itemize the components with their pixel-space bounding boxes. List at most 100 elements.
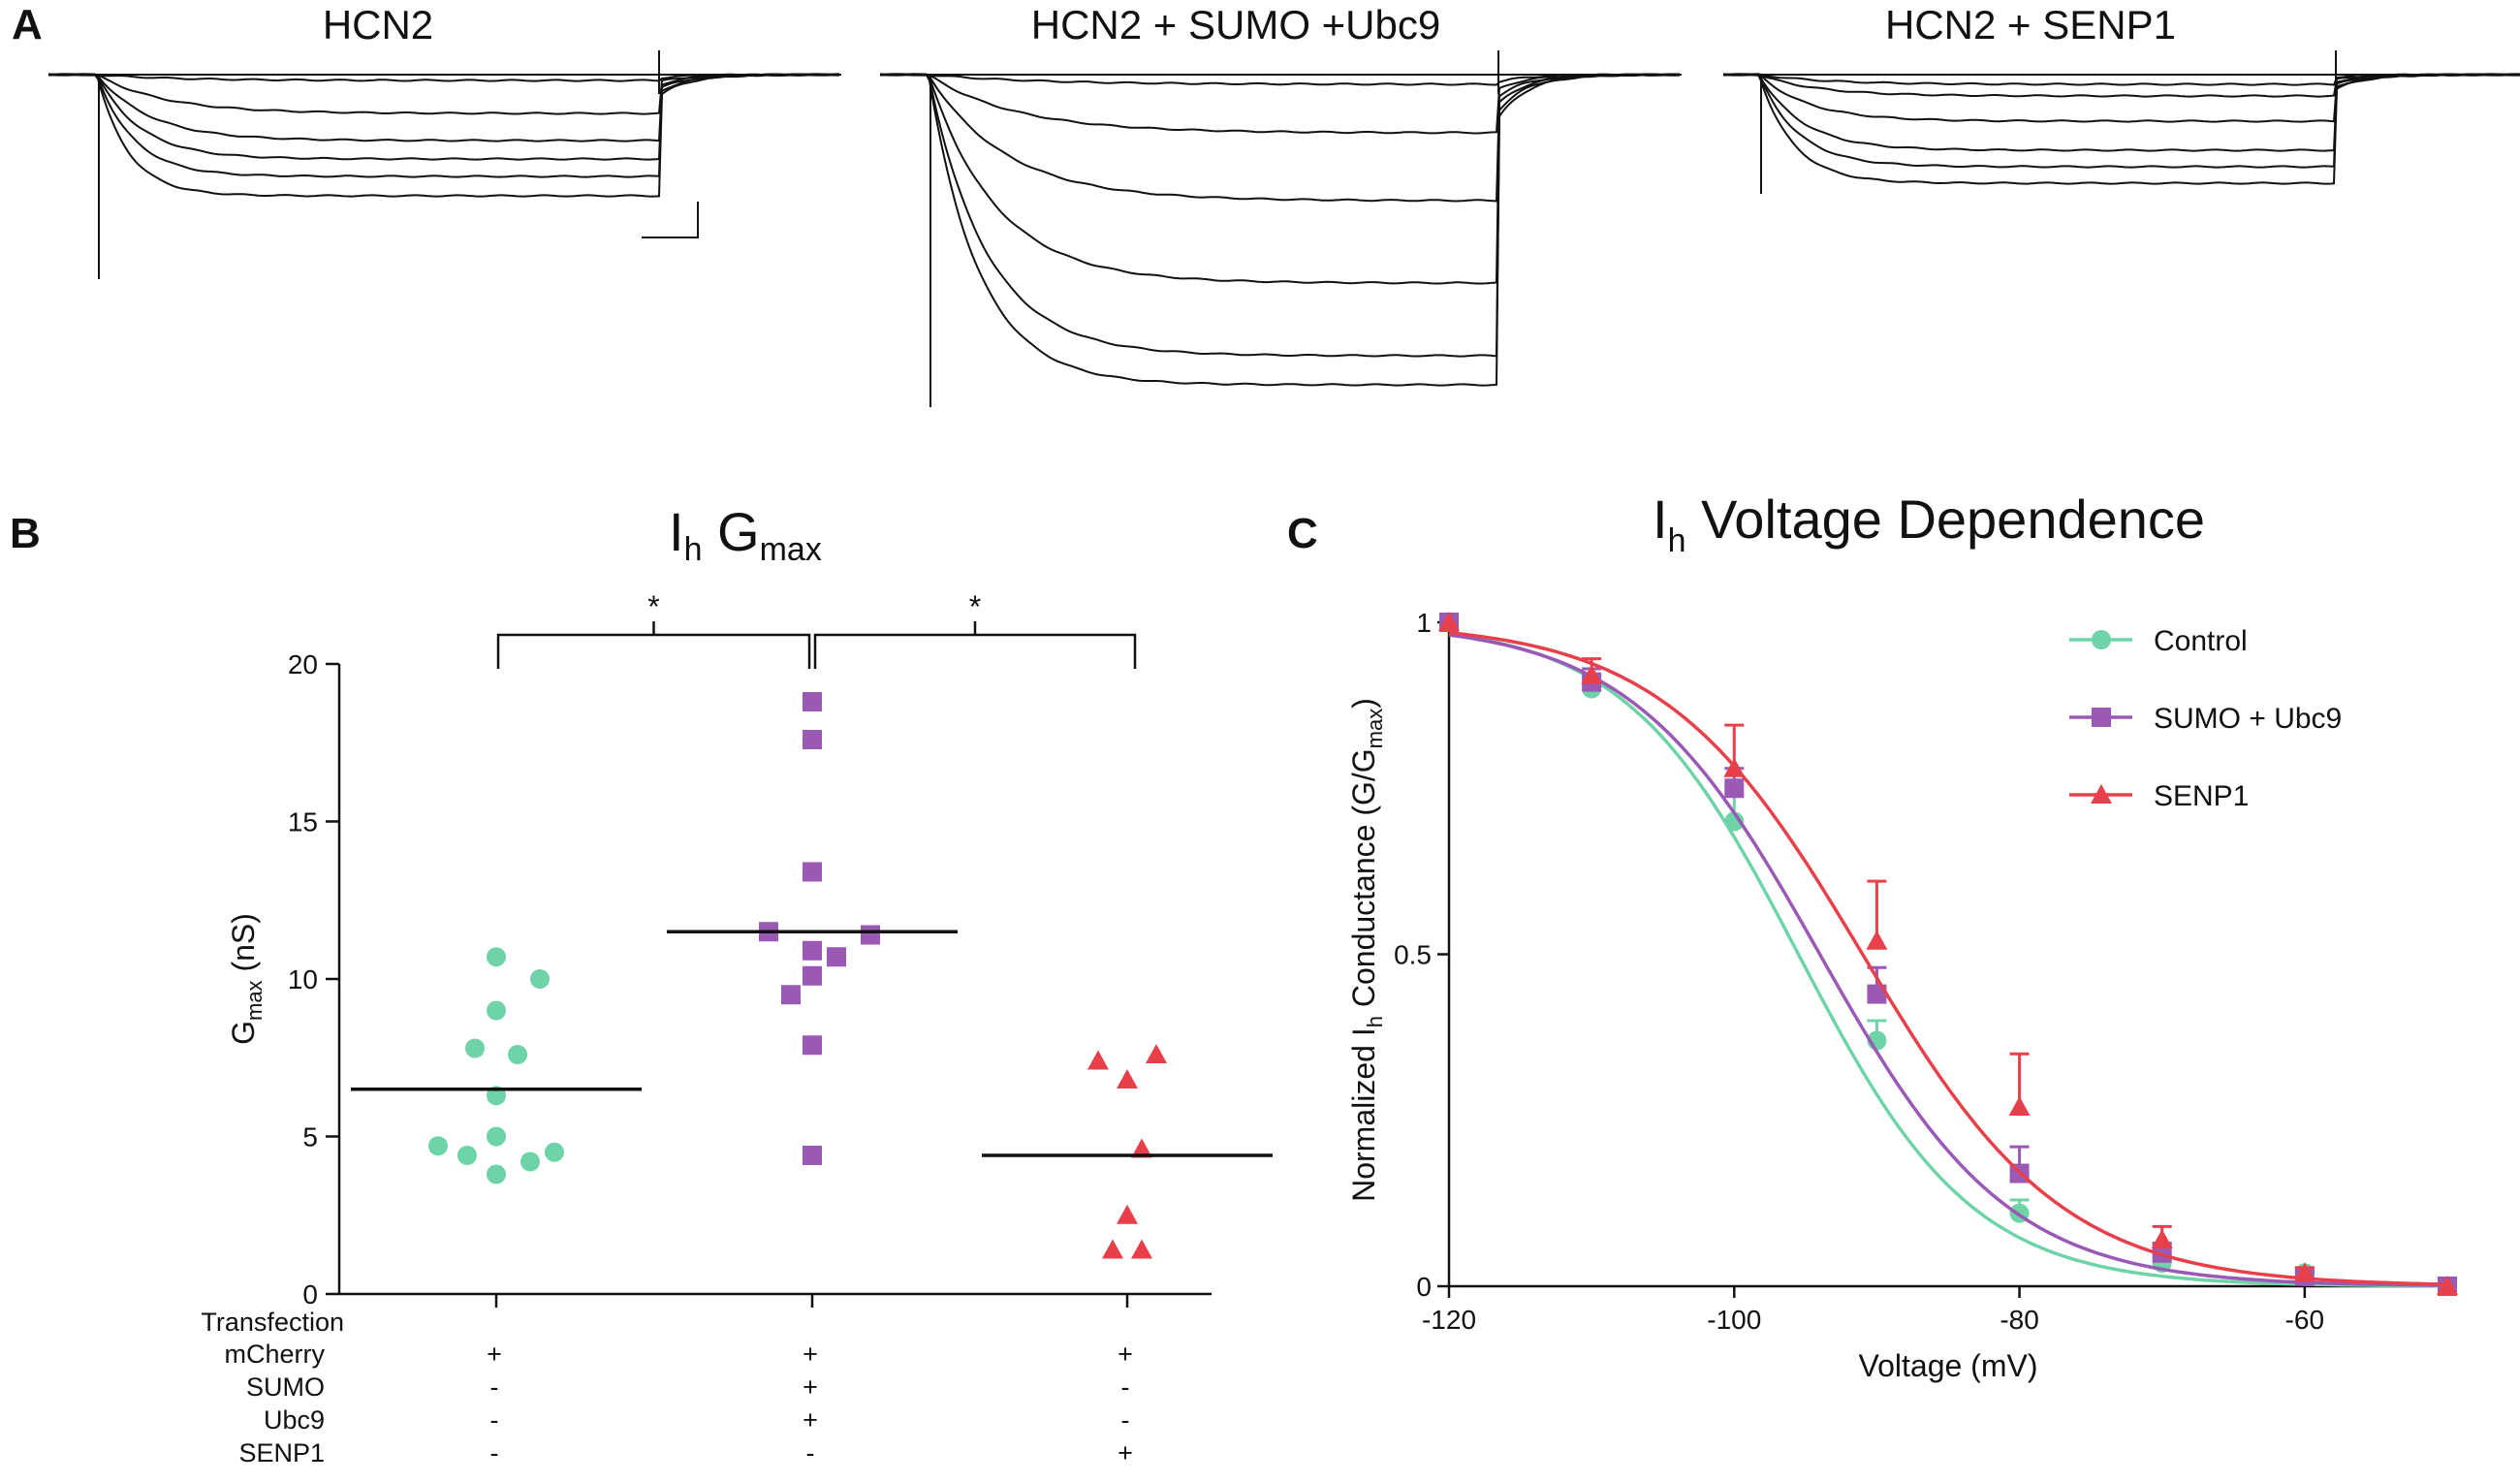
gmax-point-0-11 (487, 1164, 506, 1184)
transfection-mark: + (803, 1340, 818, 1369)
gmax-point-1-0 (803, 692, 822, 711)
gmax-point-0-2 (487, 1000, 506, 1021)
transfection-mark: - (1121, 1405, 1130, 1435)
voltage-x-tick-label: -100 (1707, 1305, 1761, 1335)
panel-label-c: C (1287, 510, 1318, 557)
trace-title-senp1: HCN2 + SENP1 (1885, 2, 2176, 47)
transfection-mark: + (487, 1340, 502, 1369)
legend-marker-0 (2092, 630, 2111, 649)
transfection-mark: - (490, 1373, 499, 1402)
voltage-x-tick-label: -80 (2000, 1305, 2038, 1335)
voltage-chart-title: Ih Voltage Dependence (1653, 489, 2205, 559)
gmax-y-tick-label: 0 (302, 1279, 318, 1309)
gmax-y-tick-label: 15 (288, 807, 318, 837)
data-point-0-2 (1724, 811, 1745, 832)
transfection-mark: + (1118, 1340, 1133, 1369)
gmax-point-1-7 (803, 965, 822, 986)
sumo-sweep-2 (879, 73, 1681, 203)
data-point-2-0 (1438, 612, 1460, 631)
data-point-2-5 (2151, 1229, 2173, 1249)
voltage-x-tick-label: -60 (2285, 1305, 2324, 1335)
significance-star-0: * (647, 589, 659, 624)
sumo-sweep-5 (879, 73, 1680, 387)
hcn2-sweep-2 (47, 73, 840, 142)
voltage-plot-area: 0 0.5 1 -120 -100 -80 -60 (1394, 608, 2458, 1335)
transfection-mark: + (803, 1373, 818, 1402)
gmax-point-0-1 (530, 969, 550, 989)
gmax-point-1-5 (827, 947, 846, 967)
senp1-sweep-5 (1722, 73, 2520, 185)
fit-curve-1 (1448, 633, 2447, 1287)
gmax-point-2-2 (1117, 1069, 1138, 1089)
legend-label-0: Control (2154, 625, 2248, 657)
gmax-point-2-0 (1087, 1050, 1109, 1070)
gmax-point-0-4 (508, 1045, 527, 1064)
gmax-point-1-2 (803, 862, 822, 882)
gmax-point-1-6 (803, 940, 822, 961)
transfection-row-label: SUMO (246, 1373, 325, 1402)
fit-curve-2 (1448, 630, 2448, 1286)
gmax-y-tick-label: 5 (302, 1122, 318, 1152)
hcn2-sweep-5 (47, 73, 840, 198)
gmax-chart-title: Ih Gmax (669, 501, 822, 568)
legend-marker-1 (2092, 708, 2111, 727)
gmax-point-2-4 (1117, 1204, 1138, 1224)
voltage-y-axis-label: Normalized Ih Conductance (G/Gmax) (1346, 698, 1387, 1202)
transfection-header: Transfection (201, 1308, 344, 1337)
significance-bracket-0 (496, 633, 811, 669)
legend-marker-2 (2091, 784, 2112, 804)
gmax-point-1-4 (861, 925, 880, 945)
transfection-mark: - (490, 1438, 499, 1467)
transfection-mark: - (490, 1405, 499, 1435)
voltage-y-tick-label: 0.5 (1394, 940, 1432, 970)
gmax-point-2-1 (1146, 1044, 1167, 1063)
gmax-point-0-8 (457, 1146, 477, 1165)
transfection-table: mCherry + + + SUMO - + - Ubc9 - + - SENP1 - - + (224, 1340, 1132, 1467)
transfection-row-label: SENP1 (238, 1438, 325, 1467)
panel-label-b: B (10, 510, 41, 557)
gmax-point-0-9 (520, 1152, 540, 1172)
significance-star-1: * (969, 589, 981, 624)
significance-bracket-1 (813, 633, 1137, 669)
voltage-x-tick-label: -120 (1422, 1305, 1476, 1335)
transfection-mark: - (806, 1438, 815, 1467)
data-point-2-4 (2008, 1096, 2031, 1117)
sumo-sweep-1 (879, 73, 1681, 135)
gmax-point-2-5 (1102, 1239, 1123, 1259)
gmax-point-2-3 (1131, 1138, 1152, 1158)
gmax-point-2-6 (1131, 1239, 1152, 1259)
data-point-2-7 (2437, 1276, 2458, 1295)
gmax-point-0-6 (487, 1126, 506, 1147)
voltage-legend: Control SUMO + Ubc9 SENP1 (2069, 625, 2342, 812)
trace-title-sumo: HCN2 + SUMO +Ubc9 (1031, 2, 1440, 47)
scale-bar (642, 202, 699, 238)
gmax-point-0-7 (428, 1136, 448, 1156)
gmax-point-1-9 (803, 1035, 822, 1056)
voltage-y-tick-label: 0 (1416, 1272, 1432, 1302)
trace-title-hcn2: HCN2 (323, 2, 433, 47)
gmax-point-1-10 (803, 1146, 822, 1165)
voltage-x-axis-label: Voltage (mV) (1859, 1348, 2038, 1383)
transfection-row-label: mCherry (224, 1340, 325, 1369)
data-point-2-1 (1581, 664, 1603, 684)
gmax-y-tick-label: 10 (288, 964, 318, 994)
gmax-y-tick-label: 20 (288, 649, 318, 679)
hcn2-sweep-3 (47, 73, 840, 161)
sumo-sweep-3 (879, 73, 1681, 285)
data-point-2-3 (1866, 930, 1888, 950)
hcn2-sweep-4 (47, 73, 840, 178)
transfection-mark: + (1118, 1438, 1133, 1467)
transfection-mark: + (803, 1405, 818, 1435)
transfection-row-label: Ubc9 (264, 1405, 325, 1435)
data-point-1-2 (1724, 778, 1745, 799)
data-point-1-3 (1867, 984, 1887, 1004)
transfection-mark: - (1121, 1373, 1130, 1402)
sumo-sweep-4 (879, 73, 1681, 358)
gmax-y-axis-label: Gmax (nS) (226, 913, 267, 1045)
gmax-point-1-1 (803, 730, 822, 749)
gmax-plot-area: 0 5 10 15 20 * * (288, 589, 1273, 1309)
gmax-point-0-10 (545, 1142, 564, 1162)
gmax-point-0-3 (465, 1038, 485, 1058)
legend-label-2: SENP1 (2154, 780, 2249, 812)
